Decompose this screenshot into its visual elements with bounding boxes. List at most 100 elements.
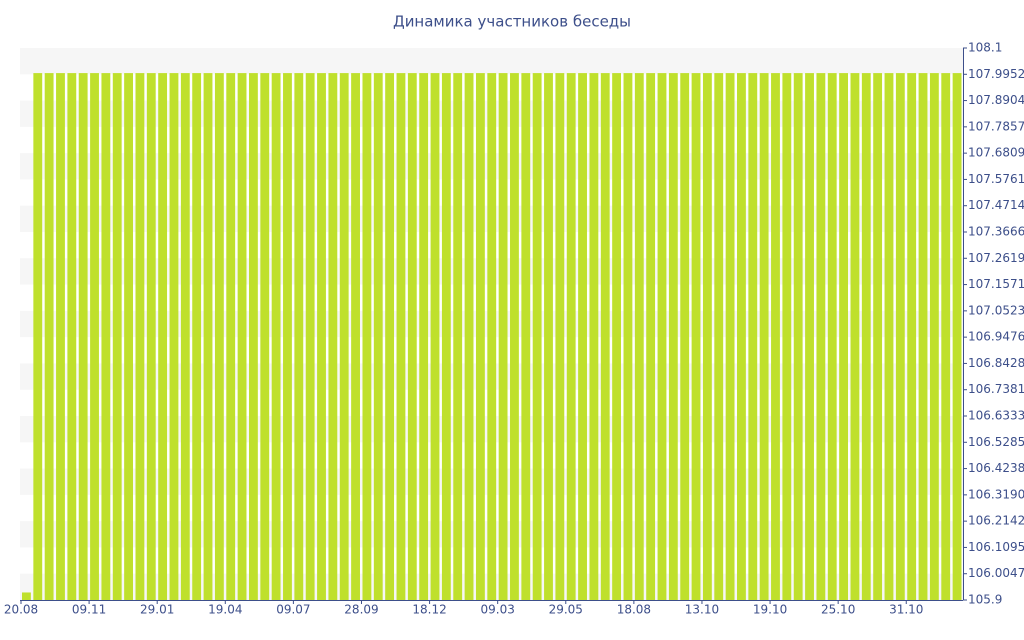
bar [555, 73, 565, 600]
bar [237, 73, 247, 600]
bar [929, 73, 939, 600]
bar [873, 73, 883, 600]
x-tick-label: 25.10 [821, 603, 855, 617]
bar [328, 73, 338, 600]
x-tick-label: 13.10 [685, 603, 719, 617]
y-tick-label: 107.15714 [968, 277, 1024, 291]
bar [668, 73, 678, 600]
x-tick-label: 20.08 [4, 603, 38, 617]
y-tick-label: 107.57619 [968, 172, 1024, 186]
y-tick-label: 106.21429 [968, 514, 1024, 528]
bar [680, 73, 690, 600]
x-tick-label: 09.03 [480, 603, 514, 617]
bar [907, 73, 917, 600]
y-tick-label: 107.99524 [968, 67, 1024, 81]
bar [44, 73, 54, 600]
bar [419, 73, 429, 600]
bar [532, 73, 542, 600]
bar [600, 73, 610, 600]
y-tick-label: 108.1 [968, 41, 1002, 55]
bar [714, 73, 724, 600]
bar [56, 73, 65, 600]
bar [260, 73, 270, 600]
bar [544, 73, 553, 600]
y-tick-label: 107.47143 [968, 198, 1024, 212]
bar [941, 73, 951, 600]
y-tick-label: 106.94762 [968, 330, 1024, 344]
bar [203, 73, 213, 600]
x-tick-label: 18.08 [617, 603, 651, 617]
bar [566, 73, 576, 600]
y-tick-label: 107.2619 [968, 251, 1024, 265]
y-tick-label: 106.84286 [968, 356, 1024, 370]
bar [101, 73, 111, 600]
x-tick-label: 09.11 [72, 603, 106, 617]
bar [646, 73, 656, 600]
bar [578, 73, 587, 600]
x-tick-label: 18.12 [412, 603, 446, 617]
bar [283, 73, 292, 600]
bar [271, 73, 281, 600]
bar [124, 73, 133, 600]
y-tick-label: 106.63333 [968, 409, 1024, 423]
y-tick-label: 106.31905 [968, 487, 1024, 501]
bar [169, 73, 179, 600]
bar [385, 73, 395, 600]
bar [884, 73, 894, 600]
bar [214, 73, 224, 600]
bar [146, 73, 156, 600]
x-tick-label: 09.07 [276, 603, 310, 617]
bar [623, 73, 633, 600]
bar [691, 73, 701, 600]
bar [612, 73, 622, 600]
y-tick-label: 107.89048 [968, 93, 1024, 107]
bar [135, 73, 145, 600]
bar [78, 73, 88, 600]
y-tick-label: 105.9 [968, 593, 1002, 607]
bar [396, 73, 406, 600]
y-tick-label: 107.68095 [968, 146, 1024, 160]
bar [464, 73, 474, 600]
bar [805, 73, 814, 600]
y-tick-label: 106.52857 [968, 435, 1024, 449]
bar [33, 73, 43, 600]
x-tick-label: 29.01 [140, 603, 174, 617]
bar [453, 73, 463, 600]
bar [441, 73, 451, 600]
bar [725, 73, 735, 600]
bar [226, 73, 236, 600]
bar [952, 73, 962, 600]
y-tick-label: 106.00476 [968, 566, 1024, 580]
grid-band [20, 48, 963, 75]
x-tick-label: 28.09 [344, 603, 378, 617]
bar [351, 73, 360, 600]
bar [407, 73, 417, 600]
bar [737, 73, 746, 600]
bar [158, 73, 168, 600]
bar [180, 73, 190, 600]
y-tick-label: 106.7381 [968, 382, 1024, 396]
bar [589, 73, 599, 600]
bar [294, 73, 304, 600]
bar [90, 73, 99, 600]
bar [67, 73, 77, 600]
bar [362, 73, 372, 600]
bar [702, 73, 712, 600]
y-tick-label: 107.05238 [968, 303, 1024, 317]
bar [373, 73, 383, 600]
bar [861, 73, 871, 600]
bar [657, 73, 667, 600]
bar [317, 73, 326, 600]
y-tick-label: 106.10952 [968, 540, 1024, 554]
bar [305, 73, 315, 600]
x-tick-label: 19.04 [208, 603, 242, 617]
x-tick-label: 19.10 [753, 603, 787, 617]
bar [793, 73, 803, 600]
bar [192, 73, 202, 600]
bar [895, 73, 905, 600]
bar [475, 73, 485, 600]
bar [782, 73, 792, 600]
bar [850, 73, 860, 600]
